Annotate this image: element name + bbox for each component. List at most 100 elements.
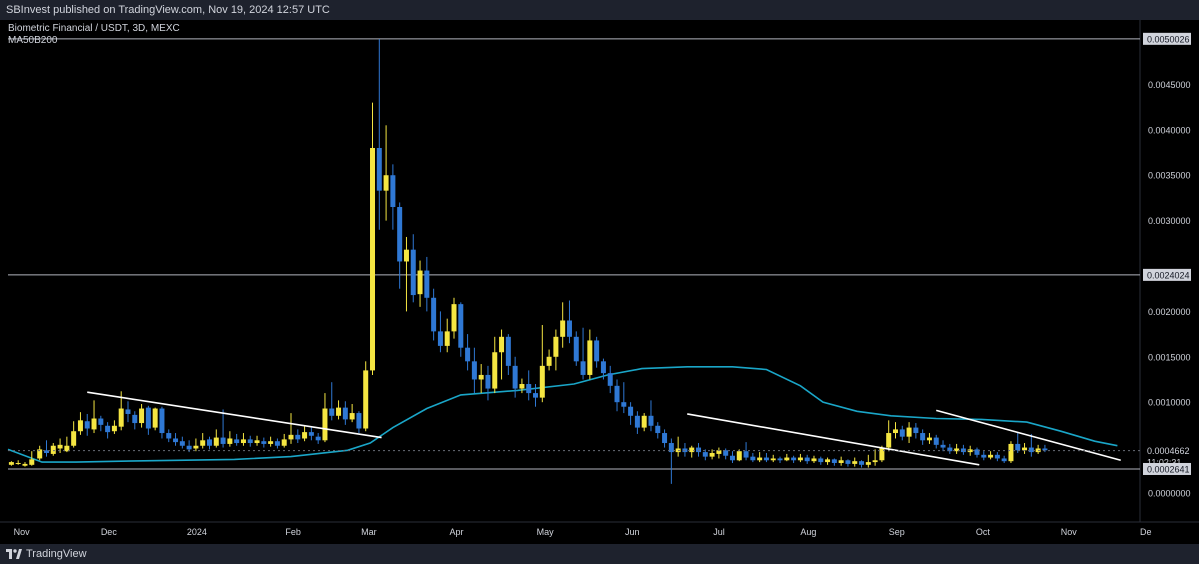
bull-candle-body <box>892 429 898 434</box>
x-tick-label: 2024 <box>187 527 207 537</box>
bar-countdown: 11:02:31 <box>1147 458 1181 468</box>
tradingview-logo[interactable]: TradingView <box>6 548 87 560</box>
bear-candle-body <box>247 439 253 444</box>
bull-candle-body <box>213 437 219 446</box>
bear-candle-body <box>206 439 212 446</box>
bear-candle-body <box>763 457 769 461</box>
bull-candle-body <box>784 457 790 461</box>
bear-candle-body <box>132 414 138 424</box>
bear-candle-body <box>933 437 939 445</box>
bear-candle-body <box>859 461 865 465</box>
bull-candle-body <box>1008 443 1014 462</box>
bull-candle-body <box>872 460 878 463</box>
bull-candle-body <box>15 462 21 464</box>
bear-candle-body <box>702 452 708 457</box>
bear-candle-body <box>329 408 335 416</box>
bull-candle-body <box>139 408 145 424</box>
chart-pane[interactable]: 0.0045000 0.0040000 0.0035000 0.0030000 0.00… <box>0 20 1199 544</box>
bull-candle-body <box>1022 447 1028 451</box>
bear-candle-body <box>431 297 437 332</box>
bear-candle-body <box>43 450 49 454</box>
bull-candle-body <box>200 440 206 446</box>
bear-candle-body <box>485 374 491 389</box>
bear-candle-body <box>179 441 185 446</box>
bear-candle-body <box>566 320 572 337</box>
bull-candle-body <box>553 336 559 357</box>
bull-candle-body <box>302 432 308 439</box>
bear-candle-body <box>791 457 797 461</box>
bear-candle-body <box>804 457 810 462</box>
x-tick-label: Aug <box>800 527 816 537</box>
bull-candle-body <box>281 439 287 446</box>
bull-candle-body <box>322 408 328 441</box>
bull-candle-body <box>22 463 28 466</box>
bull-candle-body <box>349 413 355 420</box>
indicator-label: MA50B200 <box>8 35 58 46</box>
bear-candle-body <box>573 336 579 362</box>
y-tick-label: 0.0015000 <box>1148 352 1191 362</box>
bear-candle-body <box>743 451 749 458</box>
price-level-tag <box>1143 268 1191 281</box>
bear-candle-body <box>845 460 851 464</box>
bear-candle-body <box>159 408 165 434</box>
bull-candle-body <box>111 425 117 432</box>
bear-candle-body <box>628 406 634 416</box>
bear-candle-body <box>512 365 518 389</box>
y-tick-label: 0.0010000 <box>1148 398 1191 408</box>
bull-candle-body <box>254 440 260 444</box>
chart-legend: Biometric Financial / USDT, 3D, MEXC MA5… <box>8 23 180 47</box>
bull-candle-body <box>77 420 83 432</box>
y-tick-label: 0.0030000 <box>1148 216 1191 226</box>
bull-candle-body <box>152 408 158 428</box>
bull-candle-body <box>193 445 199 449</box>
bull-candle-body <box>478 374 484 380</box>
bear-candle-body <box>947 447 953 452</box>
bear-candle-body <box>831 459 837 463</box>
bear-candle-body <box>1001 458 1007 462</box>
bear-candle-body <box>397 207 403 262</box>
bull-candle-body <box>71 431 77 446</box>
bear-candle-body <box>614 385 620 403</box>
x-tick-label: De <box>1140 527 1152 537</box>
bear-candle-body <box>356 413 362 429</box>
bull-candle-body <box>417 270 423 295</box>
x-tick-label: Jun <box>625 527 640 537</box>
x-tick-label: Sep <box>889 527 905 537</box>
bear-candle-body <box>505 336 511 366</box>
bear-candle-body <box>308 432 314 436</box>
bull-candle-body <box>906 427 912 437</box>
candlestick-chart[interactable]: 0.0045000 0.0040000 0.0035000 0.0030000 0.00… <box>0 20 1199 544</box>
bull-candle-body <box>64 445 70 452</box>
bear-candle-body <box>668 443 674 453</box>
bear-candle-body <box>458 304 464 348</box>
y-tick-label: 0.0035000 <box>1148 171 1191 181</box>
bull-candle-body <box>825 459 831 463</box>
bear-candle-body <box>696 447 702 453</box>
price-level-tag <box>1143 32 1191 45</box>
bull-candle-body <box>546 356 552 366</box>
bull-candle-body <box>852 461 858 464</box>
bear-candle-body <box>274 441 280 446</box>
bull-candle-body <box>641 415 647 428</box>
bear-candle-body <box>994 454 1000 459</box>
bull-candle-body <box>492 352 498 389</box>
bull-candle-body <box>227 438 233 444</box>
footer-bar: TradingView <box>0 544 1199 564</box>
bull-candle-body <box>383 175 389 191</box>
bull-candle-body <box>539 365 545 398</box>
x-tick-label: Nov <box>1061 527 1078 537</box>
bear-candle-body <box>750 456 756 461</box>
bear-candle-body <box>234 439 240 444</box>
bear-candle-body <box>594 340 600 362</box>
bull-candle-body <box>444 331 450 346</box>
x-tick-label: Apr <box>449 527 463 537</box>
x-tick-label: Oct <box>976 527 991 537</box>
published-caption: SBInvest published on TradingView.com, N… <box>6 4 330 16</box>
bear-candle-body <box>315 436 321 441</box>
bear-candle-body <box>1015 443 1021 451</box>
bear-candle-body <box>98 418 104 425</box>
bull-candle-body <box>370 147 376 371</box>
bull-candle-body <box>57 444 63 449</box>
bull-candle-body <box>886 433 892 448</box>
bull-candle-body <box>240 439 246 444</box>
